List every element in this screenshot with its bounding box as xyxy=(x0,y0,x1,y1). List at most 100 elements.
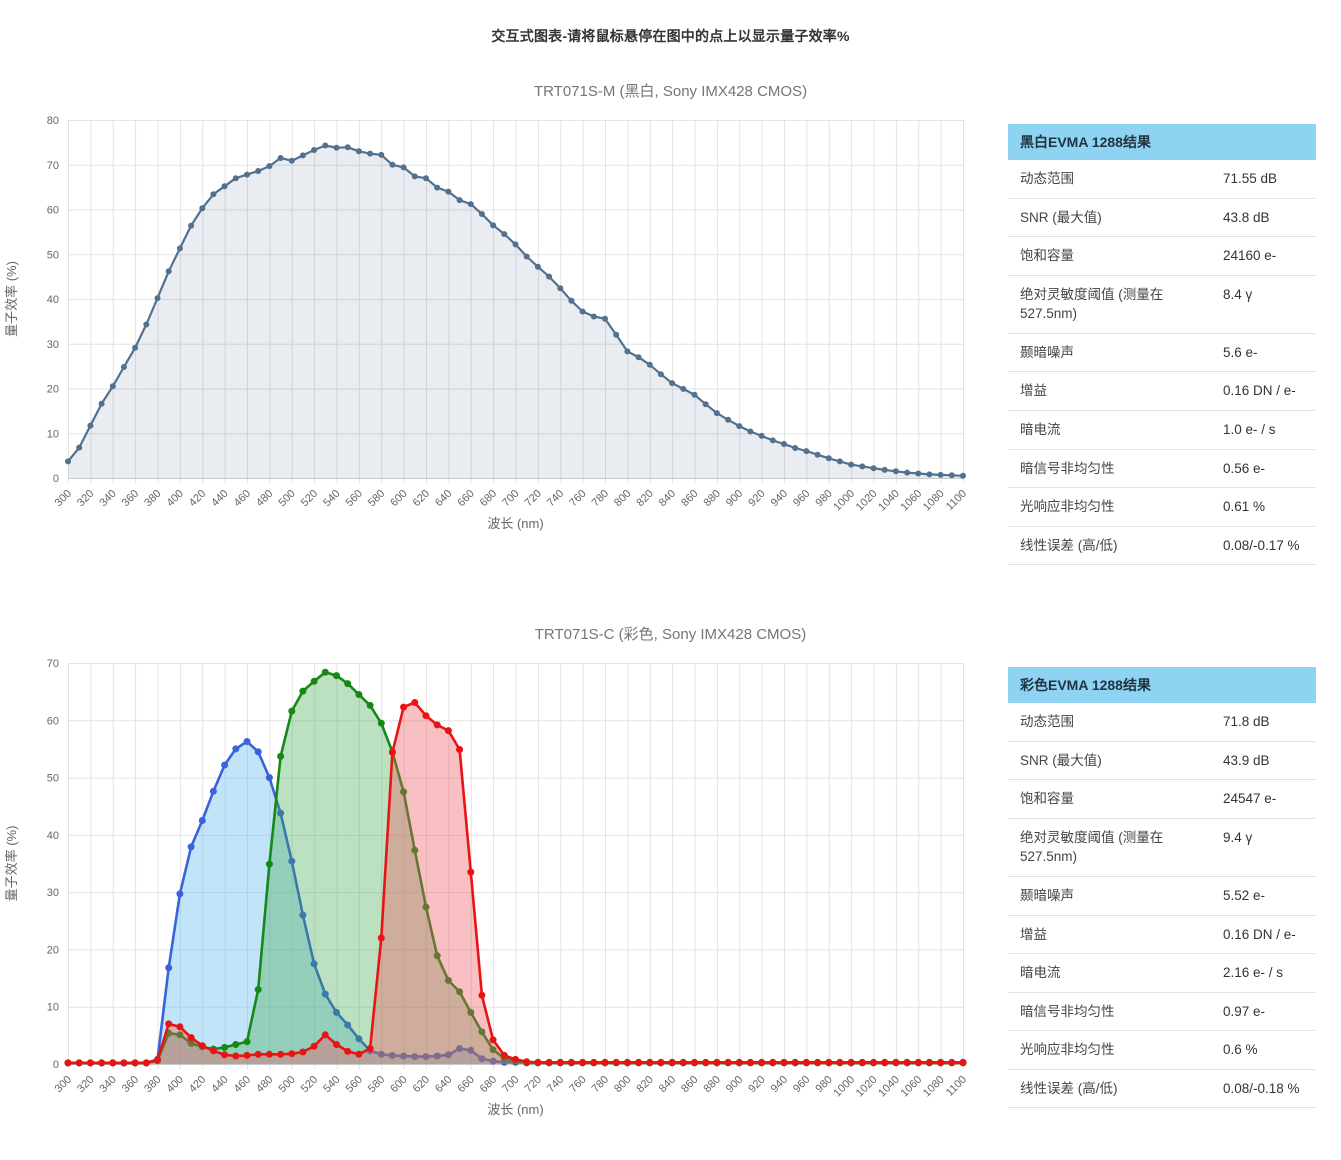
data-point[interactable] xyxy=(702,1059,710,1067)
data-point[interactable] xyxy=(355,691,363,699)
data-point[interactable] xyxy=(780,1059,788,1067)
data-point[interactable] xyxy=(243,1038,251,1046)
data-point[interactable] xyxy=(299,1048,307,1056)
data-point[interactable] xyxy=(814,451,821,458)
data-point[interactable] xyxy=(680,385,687,392)
data-point[interactable] xyxy=(501,231,508,238)
data-point[interactable] xyxy=(467,201,474,208)
data-point[interactable] xyxy=(188,222,195,229)
data-point[interactable] xyxy=(321,990,329,998)
data-point[interactable] xyxy=(567,1059,575,1067)
data-point[interactable] xyxy=(199,205,206,212)
data-point[interactable] xyxy=(176,890,184,898)
data-point[interactable] xyxy=(456,197,463,204)
data-point[interactable] xyxy=(590,1059,598,1067)
data-point[interactable] xyxy=(602,315,608,322)
data-point[interactable] xyxy=(915,470,922,477)
data-point[interactable] xyxy=(377,719,385,727)
data-point[interactable] xyxy=(400,164,407,171)
data-point[interactable] xyxy=(624,348,631,355)
data-point[interactable] xyxy=(523,253,530,260)
data-point[interactable] xyxy=(433,1052,441,1060)
data-point[interactable] xyxy=(523,1058,531,1066)
data-point[interactable] xyxy=(389,161,396,168)
data-point[interactable] xyxy=(489,1036,497,1044)
data-point[interactable] xyxy=(825,1059,833,1067)
data-point[interactable] xyxy=(321,668,329,676)
data-point[interactable] xyxy=(243,738,251,746)
data-point[interactable] xyxy=(75,1059,83,1067)
data-point[interactable] xyxy=(758,1059,766,1067)
data-point[interactable] xyxy=(478,1028,486,1036)
data-point[interactable] xyxy=(377,1050,385,1058)
data-point[interactable] xyxy=(400,703,408,711)
data-point[interactable] xyxy=(657,1059,665,1067)
data-point[interactable] xyxy=(265,860,273,868)
data-point[interactable] xyxy=(232,1041,240,1049)
data-point[interactable] xyxy=(209,787,217,795)
data-point[interactable] xyxy=(378,151,385,158)
data-point[interactable] xyxy=(747,428,754,435)
data-point[interactable] xyxy=(411,699,419,707)
data-point[interactable] xyxy=(65,458,71,465)
data-point[interactable] xyxy=(221,183,228,190)
data-point[interactable] xyxy=(725,416,732,423)
data-point[interactable] xyxy=(478,211,485,217)
data-point[interactable] xyxy=(456,746,464,754)
color-qe-chart[interactable]: 300 320 340 360 380 400 420 440 460 480 500 520 540 5… xyxy=(0,653,985,1133)
data-point[interactable] xyxy=(388,749,396,757)
data-point[interactable] xyxy=(76,444,83,451)
data-point[interactable] xyxy=(467,1046,475,1054)
data-point[interactable] xyxy=(836,1059,844,1067)
data-point[interactable] xyxy=(165,964,173,972)
data-point[interactable] xyxy=(367,150,374,157)
data-point[interactable] xyxy=(534,1059,542,1067)
data-point[interactable] xyxy=(490,222,497,229)
data-point[interactable] xyxy=(333,672,340,680)
data-point[interactable] xyxy=(814,1059,822,1067)
data-point[interactable] xyxy=(120,364,127,370)
data-point[interactable] xyxy=(892,1059,900,1067)
data-point[interactable] xyxy=(176,245,183,252)
data-point[interactable] xyxy=(545,1059,553,1067)
data-point[interactable] xyxy=(310,1042,318,1050)
data-point[interactable] xyxy=(232,745,240,753)
data-point[interactable] xyxy=(736,423,743,430)
data-point[interactable] xyxy=(456,988,464,996)
data-point[interactable] xyxy=(322,142,329,149)
data-point[interactable] xyxy=(534,263,541,270)
data-point[interactable] xyxy=(781,441,787,447)
data-point[interactable] xyxy=(914,1059,922,1067)
data-point[interactable] xyxy=(713,1059,721,1067)
data-point[interactable] xyxy=(422,903,430,911)
data-point[interactable] xyxy=(221,761,229,769)
data-point[interactable] xyxy=(422,1053,430,1061)
data-point[interactable] xyxy=(165,1020,173,1028)
data-point[interactable] xyxy=(467,1009,475,1017)
data-point[interactable] xyxy=(132,344,139,351)
data-point[interactable] xyxy=(713,410,720,417)
data-point[interactable] xyxy=(288,157,295,164)
data-point[interactable] xyxy=(277,753,285,761)
data-point[interactable] xyxy=(557,285,564,292)
data-point[interactable] xyxy=(467,868,475,876)
data-point[interactable] xyxy=(746,1059,754,1067)
data-point[interactable] xyxy=(244,171,250,178)
data-point[interactable] xyxy=(333,1009,340,1017)
data-point[interactable] xyxy=(612,1059,620,1067)
data-point[interactable] xyxy=(198,1042,206,1050)
data-point[interactable] xyxy=(456,1045,464,1053)
data-point[interactable] xyxy=(881,1059,889,1067)
data-point[interactable] xyxy=(478,991,486,999)
data-point[interactable] xyxy=(265,1050,273,1058)
data-point[interactable] xyxy=(254,748,262,756)
data-point[interactable] xyxy=(187,1040,195,1048)
data-point[interactable] xyxy=(724,1059,732,1067)
data-point[interactable] xyxy=(221,1044,229,1052)
data-point[interactable] xyxy=(444,977,452,985)
data-point[interactable] xyxy=(825,455,832,462)
data-point[interactable] xyxy=(590,313,597,320)
data-point[interactable] xyxy=(635,354,642,361)
data-point[interactable] xyxy=(691,1059,698,1067)
data-point[interactable] xyxy=(836,458,843,465)
